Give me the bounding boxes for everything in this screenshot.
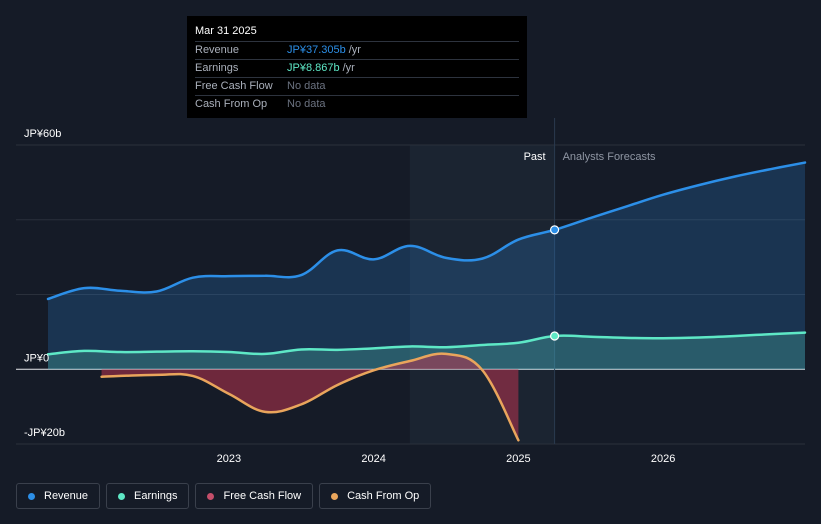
x-tick-label: 2023 (217, 453, 241, 465)
areas-layer (48, 162, 805, 441)
earnings-line (46, 331, 807, 356)
legend-label: Cash From Op (347, 490, 420, 502)
legend: Revenue Earnings Free Cash Flow Cash Fro… (16, 483, 432, 509)
legend-item-cash-from-op[interactable]: Cash From Op (319, 483, 432, 509)
x-tick-label: 2025 (506, 453, 530, 465)
forecast-label: Analysts Forecasts (563, 151, 656, 163)
tooltip-row-earnings: Earnings JP¥8.867b /yr (195, 60, 519, 78)
legend-label: Earnings (134, 490, 178, 502)
free-cash-flow-area (101, 353, 519, 441)
tooltip-unit: /yr (348, 44, 361, 56)
tooltip-date: Mar 31 2025 (195, 24, 519, 42)
legend-dot-icon (28, 492, 35, 500)
earnings-highlight-marker (549, 331, 560, 341)
legend-dot-icon (118, 492, 126, 500)
markers-layer (549, 225, 560, 341)
legend-dot-icon (331, 492, 339, 500)
tooltip-value: JP¥8.867b (287, 62, 340, 74)
cash-from-op-line (100, 352, 520, 442)
legend-item-earnings[interactable]: Earnings (106, 483, 190, 509)
y-tick-label: JP¥60b (24, 128, 61, 140)
x-tick-label: 2026 (651, 453, 675, 465)
legend-dot-icon (207, 492, 215, 500)
tooltip-name: Free Cash Flow (195, 80, 273, 92)
tooltip-value: No data (287, 98, 326, 110)
past-label: Past (524, 151, 546, 163)
legend-item-free-cash-flow[interactable]: Free Cash Flow (195, 483, 314, 509)
revenue-highlight-marker (549, 225, 560, 235)
tooltip-name: Revenue (195, 44, 240, 56)
revenue-area (48, 162, 805, 370)
earnings-area (48, 332, 805, 370)
labels-layer: JP¥60b JP¥0 -JP¥20b 2023 2024 2025 2026 Past Ana… (24, 128, 675, 465)
lines-layer (46, 161, 807, 442)
tooltip-name: Cash From Op (195, 98, 268, 110)
revenue-line (46, 161, 807, 301)
tooltip: Mar 31 2025 Revenue JP¥37.305b /yr Earni… (187, 16, 527, 118)
x-tick-label: 2024 (361, 453, 385, 465)
tooltip-name: Earnings (195, 62, 239, 74)
tooltip-value: No data (287, 80, 326, 92)
tooltip-value: JP¥37.305b (287, 44, 346, 56)
legend-item-revenue[interactable]: Revenue (16, 483, 101, 509)
tooltip-unit: /yr (342, 62, 355, 74)
tooltip-row-free-cash-flow: Free Cash Flow No data (195, 78, 519, 96)
y-tick-label: JP¥0 (24, 352, 49, 364)
tooltip-row-cash-from-op: Cash From Op No data (195, 96, 519, 113)
y-tick-label: -JP¥20b (24, 427, 65, 439)
legend-label: Revenue (44, 490, 89, 502)
legend-label: Free Cash Flow (223, 490, 302, 502)
tooltip-row-revenue: Revenue JP¥37.305b /yr (195, 42, 519, 60)
